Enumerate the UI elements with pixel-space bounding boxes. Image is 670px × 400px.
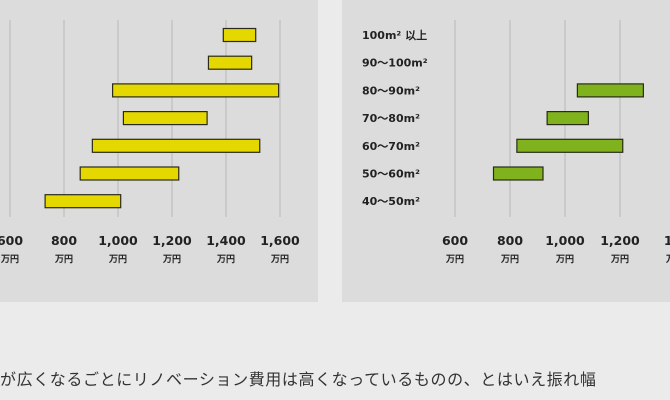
right-tick-label: 1,000	[545, 233, 585, 248]
left-range-bar	[222, 27, 257, 43]
left-range-bar	[207, 55, 253, 70]
left-range-bar	[91, 138, 261, 153]
left-tick-unit: 万円	[108, 254, 127, 265]
left-tick-label: 1,000	[98, 233, 138, 248]
right-tick-unit: 万円	[500, 254, 519, 265]
left-tick-label: 1,400	[206, 233, 246, 248]
left-tick-unit: 万円	[0, 254, 19, 265]
caption-text: が広くなるごとにリノベーション費用は高くなっているものの、とはいえ振れ幅	[0, 370, 597, 389]
right-category-label: 40〜50m²	[362, 195, 420, 208]
left-tick-label: 1,600	[260, 233, 300, 248]
right-category-label: 80〜90m²	[362, 84, 420, 97]
right-tick-label: 600	[442, 233, 468, 248]
left-range-bar	[122, 110, 208, 126]
right-range-chart: 600 万円 800 万円 1,000 万円 1,200 万円 1,4 万円 100m² 以上 90〜…	[342, 0, 670, 302]
right-tick-unit: 万円	[445, 254, 464, 265]
right-chart-svg: 600 万円 800 万円 1,000 万円 1,200 万円 1,4 万円 100m² 以上 90〜…	[362, 20, 670, 265]
right-range-bar	[576, 83, 644, 98]
right-category-label: 100m² 以上	[362, 28, 427, 42]
right-tick-label: 800	[497, 233, 523, 248]
left-tick-unit: 万円	[270, 254, 289, 265]
left-tick-label: 600	[0, 233, 23, 248]
right-range-bar	[492, 166, 544, 181]
left-tick-label: 1,200	[152, 233, 192, 248]
right-tick-unit: 万円	[610, 254, 629, 265]
left-range-bar	[79, 166, 180, 181]
left-tick-unit: 万円	[54, 254, 73, 265]
left-tick-unit: 万円	[162, 254, 181, 265]
right-category-label: 90〜100m²	[362, 57, 428, 70]
right-tick-unit: 万円	[555, 254, 574, 265]
left-chart-svg: 600 万円 800 万円 1,000 万円 1,200 万円 1,400 万円 1,600 万円	[0, 20, 300, 265]
right-tick-label: 1,200	[600, 233, 640, 248]
right-category-label: 60〜70m²	[362, 140, 420, 153]
right-range-bar	[516, 138, 624, 153]
right-tick-unit: 万円	[665, 254, 670, 265]
left-range-bar	[111, 83, 280, 98]
left-range-bar	[44, 194, 122, 209]
right-tick-label: 1,4	[664, 233, 670, 248]
right-category-label: 50〜60m²	[362, 168, 420, 181]
right-category-label: 70〜80m²	[362, 112, 420, 125]
left-range-chart: 600 万円 800 万円 1,000 万円 1,200 万円 1,400 万円 1,600 万円	[0, 0, 318, 302]
left-tick-label: 800	[51, 233, 77, 248]
left-tick-unit: 万円	[216, 254, 235, 265]
right-range-bar	[546, 110, 589, 126]
